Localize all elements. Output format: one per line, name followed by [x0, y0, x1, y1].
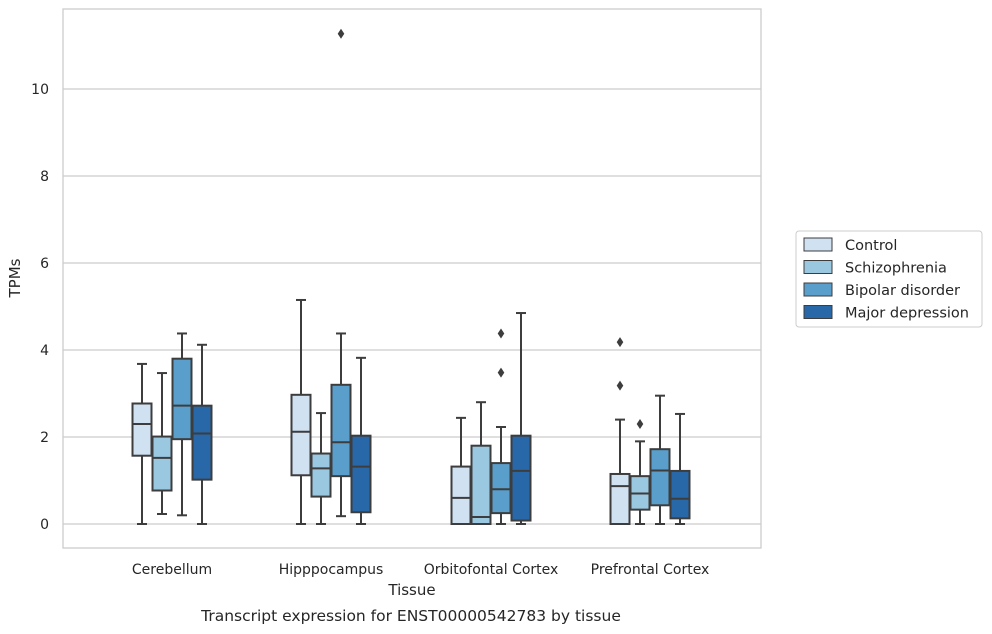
- x-tick-label: Orbitofontal Cortex: [424, 562, 559, 578]
- box-control: [450, 416, 472, 525]
- box-major-depression: [191, 343, 213, 525]
- y-tick-label: 10: [31, 82, 49, 98]
- outlier-point: [616, 380, 624, 391]
- box-iqr: [470, 444, 492, 526]
- legend-label: Schizophrenia: [845, 261, 947, 277]
- box-iqr: [310, 452, 332, 498]
- x-tick-label: Cerebellum: [132, 562, 212, 578]
- legend-swatch: [803, 282, 833, 297]
- plot-area-frame: [62, 8, 762, 549]
- legend-swatch: [803, 237, 833, 252]
- x-axis-label: Tissue: [387, 581, 435, 599]
- box-major-depression: [510, 312, 532, 525]
- box-plot-series: [131, 28, 691, 526]
- box-bipolar-disorder: [490, 328, 512, 525]
- box-iqr: [350, 434, 372, 514]
- x-tick-label: Hipppocampus: [279, 562, 384, 578]
- box-major-depression: [669, 412, 691, 525]
- box-iqr: [151, 435, 173, 492]
- outlier-point: [337, 28, 345, 39]
- outlier-point: [497, 328, 505, 339]
- chart-caption: Transcript expression for ENST0000054278…: [200, 607, 621, 625]
- legend-swatch: [803, 260, 833, 274]
- box-schizophrenia: [629, 418, 651, 525]
- y-tick-label: 0: [40, 517, 49, 533]
- box-iqr: [290, 393, 312, 477]
- y-axis-ticks: 0 2 4 6 8 10: [31, 82, 49, 533]
- box-iqr: [669, 469, 691, 520]
- y-tick-label: 6: [40, 256, 49, 272]
- box-iqr: [131, 402, 153, 457]
- y-tick-label: 2: [40, 430, 49, 446]
- box-iqr: [450, 465, 472, 525]
- box-iqr: [171, 357, 193, 441]
- box-bipolar-disorder: [649, 394, 671, 525]
- box-control: [609, 337, 631, 526]
- legend: Control Schizophrenia Bipolar disorder Majo…: [795, 230, 983, 328]
- outlier-point: [616, 337, 624, 348]
- box-iqr: [510, 434, 532, 522]
- box-iqr: [330, 383, 352, 478]
- box-iqr: [490, 462, 512, 515]
- legend-swatch: [803, 305, 833, 319]
- legend-frame: [795, 230, 983, 328]
- legend-label: Major depression: [845, 306, 969, 322]
- box-iqr: [649, 448, 671, 507]
- box-schizophrenia: [470, 401, 492, 526]
- y-axis-label: TPMs: [6, 258, 24, 298]
- box-bipolar-disorder: [330, 28, 352, 518]
- y-tick-label: 8: [40, 169, 49, 185]
- box-control: [131, 362, 153, 525]
- box-bipolar-disorder: [171, 332, 193, 517]
- outlier-point: [497, 367, 505, 378]
- x-tick-label: Prefrontal Cortex: [591, 562, 710, 578]
- x-axis-ticks: Cerebellum Hipppocampus Orbitofontal Corte…: [132, 562, 709, 578]
- box-control: [290, 298, 312, 525]
- box-major-depression: [350, 356, 372, 525]
- y-tick-label: 4: [40, 343, 49, 359]
- box-iqr: [609, 472, 631, 526]
- box-iqr: [191, 404, 213, 481]
- legend-label: Control: [845, 238, 897, 254]
- outlier-point: [636, 418, 644, 429]
- legend-label: Bipolar disorder: [845, 283, 960, 299]
- box-schizophrenia: [310, 412, 332, 525]
- box-schizophrenia: [151, 372, 173, 515]
